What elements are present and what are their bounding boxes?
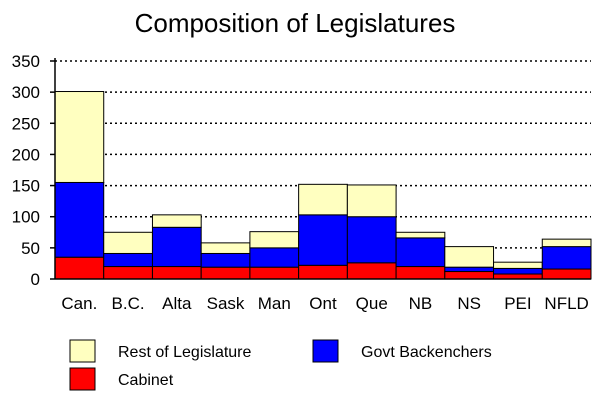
bar-segment — [541, 246, 592, 270]
x-tick-label: PEI — [504, 294, 531, 313]
legend: Rest of Legislature Govt Backenchers Cabin… — [69, 339, 492, 391]
bar-segment — [444, 271, 495, 280]
bar-segment — [249, 231, 300, 249]
bars — [54, 91, 592, 280]
bar-segment — [444, 246, 495, 268]
x-tick-label: NFLD — [544, 294, 588, 313]
y-tick-label: 200 — [12, 145, 40, 164]
bar-segment — [346, 216, 397, 264]
legend-label: Govt Backenchers — [361, 344, 492, 361]
legend-swatch — [312, 339, 339, 363]
legend-swatch — [69, 339, 96, 363]
y-tick-label: 100 — [12, 208, 40, 227]
bar-segment — [103, 266, 153, 280]
bar-segment — [151, 226, 202, 268]
x-tick-label: NS — [457, 294, 481, 313]
bar-segment — [249, 266, 300, 280]
axes — [50, 58, 591, 280]
bar-segment — [151, 266, 202, 280]
y-tick-label: 300 — [12, 83, 40, 102]
bar-segment — [541, 268, 592, 280]
legend-swatch — [69, 367, 96, 391]
y-tick-label: 350 — [12, 52, 40, 71]
bar-segment — [395, 237, 446, 268]
gridlines — [55, 60, 591, 249]
bar-segment — [298, 183, 348, 216]
x-tick-label: Man — [258, 294, 291, 313]
bar-segment — [200, 266, 251, 280]
legend-label: Cabinet — [118, 372, 174, 389]
bar-segment — [541, 238, 592, 248]
bar-segment — [346, 184, 397, 218]
bar-segment — [54, 181, 105, 258]
x-tick-label: NB — [409, 294, 433, 313]
y-tick-label: 50 — [21, 239, 40, 258]
x-tick-label: Alta — [162, 294, 192, 313]
y-tick-label: 250 — [12, 114, 40, 133]
bar-segment — [200, 242, 251, 254]
bar-segment — [493, 267, 543, 275]
x-tick-label: Sask — [207, 294, 245, 313]
x-tick-label: Que — [356, 294, 388, 313]
chart-title: Composition of Legislatures — [135, 8, 456, 38]
legend-label: Rest of Legislature — [118, 344, 252, 361]
y-tick-label: 150 — [12, 177, 40, 196]
x-tick-label: Can. — [61, 294, 97, 313]
bar-segment — [346, 262, 397, 280]
bar-segment — [249, 247, 300, 268]
bar-segment — [200, 252, 251, 268]
x-tick-label: B.C. — [112, 294, 145, 313]
bar-segment — [54, 91, 105, 183]
bar-segment — [493, 261, 543, 269]
x-tick-label: Ont — [309, 294, 337, 313]
bar-segment — [298, 214, 348, 266]
bar-segment — [54, 256, 105, 280]
bar-segment — [444, 266, 495, 273]
bar-segment — [151, 214, 202, 228]
bar-segment — [103, 252, 153, 268]
bar-segment — [103, 231, 153, 254]
bar-segment — [395, 231, 446, 239]
bar-segment — [298, 264, 348, 280]
bar-segment — [395, 266, 446, 280]
y-tick-label: 0 — [31, 270, 40, 289]
tick-labels: 0 50 100 150 200 250 300 350 Can. B.C. Alta Sask Man… — [12, 52, 589, 313]
